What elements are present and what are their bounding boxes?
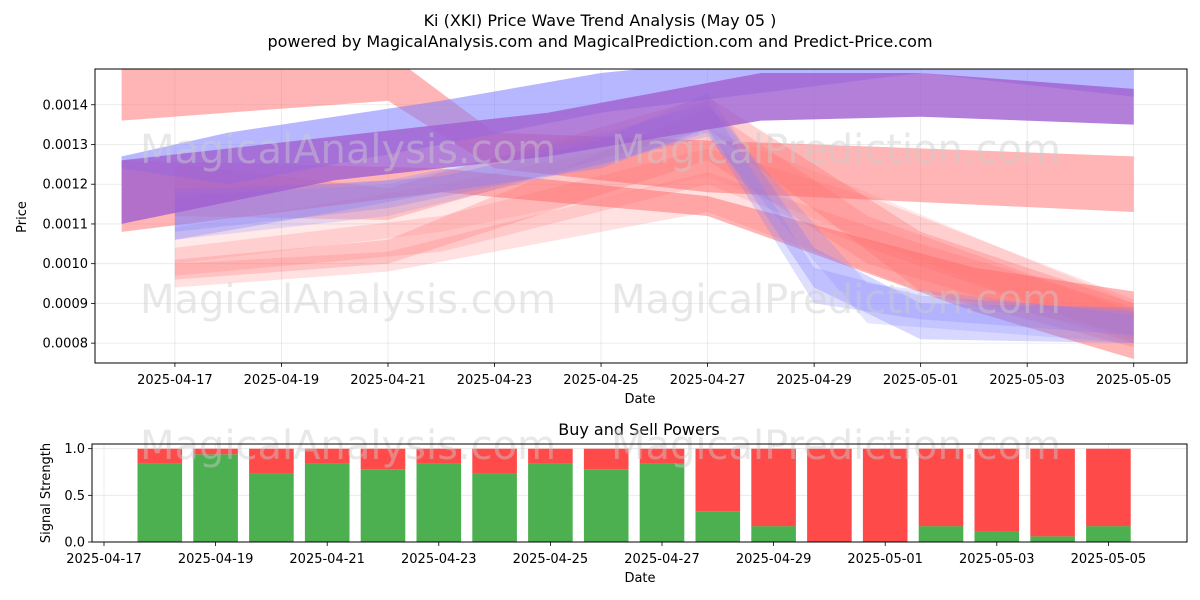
- buy-bar: [193, 454, 238, 542]
- sell-bar: [304, 448, 350, 464]
- sell-bar: [360, 448, 406, 470]
- price-panel: MagicalAnalysis.com MagicalPrediction.co…: [15, 68, 1188, 407]
- buy-bar: [639, 463, 685, 542]
- price-y-tick-label: 0.0009: [43, 297, 89, 312]
- watermark-analysis-top: MagicalAnalysis.com: [140, 127, 556, 173]
- buy-bar: [918, 526, 964, 542]
- signal-x-tick-label: 2025-05-03: [959, 552, 1035, 567]
- sell-bar: [528, 448, 573, 464]
- buy-bar: [137, 463, 183, 542]
- price-bands: [121, 69, 1134, 359]
- price-band-red-3: [174, 108, 1134, 344]
- sell-bar: [918, 448, 964, 527]
- signal-x-tick-label: 2025-04-23: [401, 552, 477, 567]
- price-axes: 2025-04-17 2025-04-19 2025-04-21 2025-04-23…: [43, 98, 1172, 388]
- price-x-axis-label: Date: [624, 392, 655, 407]
- price-y-tick-label: 0.0013: [43, 138, 89, 153]
- signal-y-tick-label: 0.5: [64, 489, 85, 504]
- price-x-tick-label: 2025-04-17: [137, 373, 213, 388]
- sell-bar: [695, 448, 741, 512]
- price-band-red-4: [174, 148, 1134, 340]
- price-band-red-6: [174, 128, 1134, 344]
- buy-bar: [416, 463, 462, 542]
- price-x-tick-label: 2025-05-03: [989, 373, 1065, 388]
- sell-bar: [193, 448, 238, 455]
- price-plot-frame: [94, 68, 1188, 364]
- buy-bar: [304, 463, 350, 542]
- price-y-tick-label: 0.0010: [43, 257, 89, 272]
- price-y-tick-label: 0.0012: [43, 178, 89, 193]
- signal-x-tick-label: 2025-05-01: [847, 552, 923, 567]
- watermark-prediction-mid: MagicalPrediction.com: [611, 277, 1061, 323]
- price-x-tick-label: 2025-05-01: [883, 373, 959, 388]
- price-band-red-5: [174, 172, 1134, 336]
- price-x-tick-label: 2025-04-19: [244, 373, 320, 388]
- signal-x-tick-label: 2025-05-05: [1071, 552, 1147, 567]
- price-y-axis-label: Price: [15, 201, 30, 233]
- signal-x-tick-label: 2025-04-25: [513, 552, 589, 567]
- buy-bar: [695, 511, 741, 542]
- price-band-blue-8: [174, 92, 1134, 344]
- price-x-tick-label: 2025-04-23: [457, 373, 533, 388]
- buy-bar: [1086, 526, 1131, 542]
- signal-x-tick-label: 2025-04-27: [624, 552, 700, 567]
- buy-bar: [360, 469, 406, 542]
- price-band-purple-11: [121, 73, 1134, 224]
- signal-x-tick-label: 2025-04-21: [289, 552, 365, 567]
- buy-bar: [249, 473, 294, 542]
- price-y-tick-label: 0.0011: [43, 217, 89, 232]
- signal-y-tick-label: 0.0: [64, 536, 85, 551]
- sell-bar: [1030, 448, 1075, 537]
- signal-axes: 2025-04-17 2025-04-19 2025-04-21 2025-04-23…: [64, 442, 1146, 567]
- chart-subtitle: powered by MagicalAnalysis.com and Magic…: [267, 32, 932, 51]
- signal-y-tick-label: 1.0: [64, 442, 85, 457]
- price-band-red-2: [174, 96, 1134, 348]
- buy-bar: [974, 531, 1020, 542]
- sell-bar: [137, 448, 183, 464]
- sell-bar: [639, 448, 685, 464]
- buy-bar: [751, 526, 796, 542]
- signal-plot-frame: [91, 443, 1188, 543]
- signal-x-tick-label: 2025-04-19: [178, 552, 254, 567]
- sell-bar: [751, 448, 796, 527]
- signal-x-tick-label: 2025-04-17: [66, 552, 142, 567]
- price-x-tick-label: 2025-05-05: [1096, 373, 1172, 388]
- sell-bar: [862, 448, 908, 542]
- chart-title: Ki (XKI) Price Wave Trend Analysis (May …: [424, 11, 777, 30]
- sell-bar: [1086, 448, 1131, 527]
- buy-bar: [528, 463, 573, 542]
- signal-panel: Buy and Sell Powers MagicalAnalysis.com …: [39, 420, 1188, 586]
- sell-bar: [583, 448, 629, 470]
- signal-bars: [137, 448, 1131, 542]
- price-x-tick-label: 2025-04-25: [563, 373, 639, 388]
- sell-bar: [974, 448, 1020, 532]
- signal-chart-title: Buy and Sell Powers: [558, 420, 720, 439]
- signal-x-axis-label: Date: [624, 571, 655, 586]
- watermark-analysis-mid: MagicalAnalysis.com: [140, 277, 556, 323]
- signal-y-axis-label: Signal Strength: [39, 443, 54, 543]
- price-band-blue-10: [174, 104, 1134, 344]
- price-x-tick-label: 2025-04-27: [670, 373, 746, 388]
- buy-bar: [1030, 536, 1075, 542]
- watermark-analysis-bottom: MagicalAnalysis.com: [140, 423, 556, 469]
- price-x-tick-label: 2025-04-29: [776, 373, 852, 388]
- price-y-tick-label: 0.0008: [43, 337, 89, 352]
- watermark-prediction-top: MagicalPrediction.com: [611, 127, 1061, 173]
- signal-x-tick-label: 2025-04-29: [736, 552, 812, 567]
- watermark-prediction-bottom: MagicalPrediction.com: [611, 423, 1061, 469]
- price-y-tick-label: 0.0014: [43, 98, 89, 113]
- sell-bar: [249, 448, 294, 474]
- buy-bar: [583, 469, 629, 542]
- price-x-tick-label: 2025-04-21: [350, 373, 426, 388]
- price-band-blue-9: [174, 100, 1134, 336]
- sell-bar: [416, 448, 462, 464]
- sell-bar: [807, 448, 852, 542]
- sell-bar: [472, 448, 517, 474]
- buy-bar: [472, 473, 517, 542]
